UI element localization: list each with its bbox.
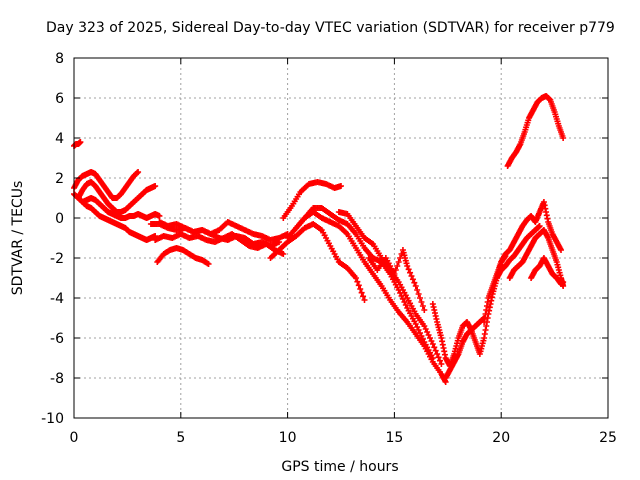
data-point — [338, 183, 344, 189]
data-point — [395, 259, 402, 265]
y-tick-label: -4 — [50, 291, 64, 307]
data-point — [352, 275, 359, 281]
data-point — [77, 139, 84, 145]
data-point — [411, 279, 418, 286]
data-point — [391, 271, 398, 277]
series-11 — [267, 221, 368, 303]
data-point — [358, 289, 365, 296]
data-point — [156, 213, 163, 219]
data-point — [408, 273, 415, 279]
data-point — [409, 276, 416, 283]
x-axis-label: GPS time / hours — [281, 459, 398, 475]
data-point — [412, 283, 419, 289]
y-tick-label: 8 — [55, 51, 64, 67]
data-point — [407, 269, 414, 276]
data-point — [404, 263, 411, 269]
data-point — [419, 303, 426, 309]
data-point — [429, 341, 436, 347]
x-tick-label: 10 — [279, 430, 297, 446]
data-point — [536, 223, 543, 229]
grid — [74, 58, 608, 418]
series-9 — [156, 219, 291, 243]
x-tick-label: 20 — [492, 430, 510, 446]
x-tick-label: 25 — [599, 430, 617, 446]
data-point — [361, 297, 368, 303]
y-tick-label: 4 — [55, 131, 64, 147]
data-point — [432, 347, 439, 354]
x-tick-label: 0 — [70, 430, 79, 446]
series-10 — [280, 179, 344, 221]
data-point — [418, 299, 425, 305]
data-point — [438, 361, 445, 367]
data-point — [560, 279, 567, 285]
data-point — [394, 263, 401, 269]
data-point — [434, 351, 441, 357]
series-6 — [154, 245, 212, 267]
chart-title: Day 323 of 2025, Sidereal Day-to-day VTE… — [46, 20, 615, 36]
y-tick-label: 2 — [55, 171, 64, 187]
series-21 — [528, 255, 567, 287]
data-point — [355, 282, 362, 289]
series-2 — [71, 191, 159, 243]
series-1 — [71, 139, 84, 149]
data-point — [431, 344, 438, 351]
y-tick-label: -8 — [50, 371, 64, 387]
series-19 — [493, 223, 543, 281]
y-axis-label: SDTVAR / TECUs — [10, 181, 26, 296]
data-point — [417, 295, 424, 301]
data-point — [415, 291, 422, 297]
series-3 — [71, 169, 142, 201]
data-point — [152, 183, 159, 189]
data-point — [280, 251, 287, 257]
data-point — [435, 354, 442, 361]
series-17 — [442, 315, 488, 381]
axes: 0 5 10 15 20 25 -10 -8 -6 -4 -2 0 2 4 6 8 — [41, 51, 617, 446]
data-series — [71, 93, 567, 385]
x-tick-label: 5 — [176, 430, 185, 446]
data-point — [357, 286, 364, 292]
data-point — [205, 261, 212, 267]
series-12 — [284, 209, 449, 385]
series-5 — [79, 195, 163, 221]
data-point — [560, 135, 567, 141]
data-point — [360, 293, 367, 300]
plot-frame — [73, 57, 609, 419]
data-point — [414, 287, 421, 293]
data-point — [421, 307, 428, 313]
y-tick-label: 6 — [55, 91, 64, 107]
data-point — [354, 278, 361, 285]
data-point — [436, 357, 443, 364]
data-point — [429, 355, 436, 361]
series-18 — [481, 199, 565, 325]
data-point — [405, 266, 412, 273]
y-tick-label: -10 — [41, 411, 64, 427]
y-tick-label: -2 — [50, 251, 64, 267]
series-15 — [365, 247, 428, 313]
series-20 — [506, 227, 567, 289]
data-point — [392, 267, 399, 273]
data-point — [558, 247, 565, 253]
x-tick-label: 15 — [385, 430, 403, 446]
y-tick-label: -6 — [50, 331, 64, 347]
series-4 — [75, 179, 159, 215]
series-22 — [504, 93, 567, 169]
data-point — [135, 169, 142, 175]
series-8 — [152, 231, 287, 257]
y-tick-label: 0 — [55, 211, 64, 227]
